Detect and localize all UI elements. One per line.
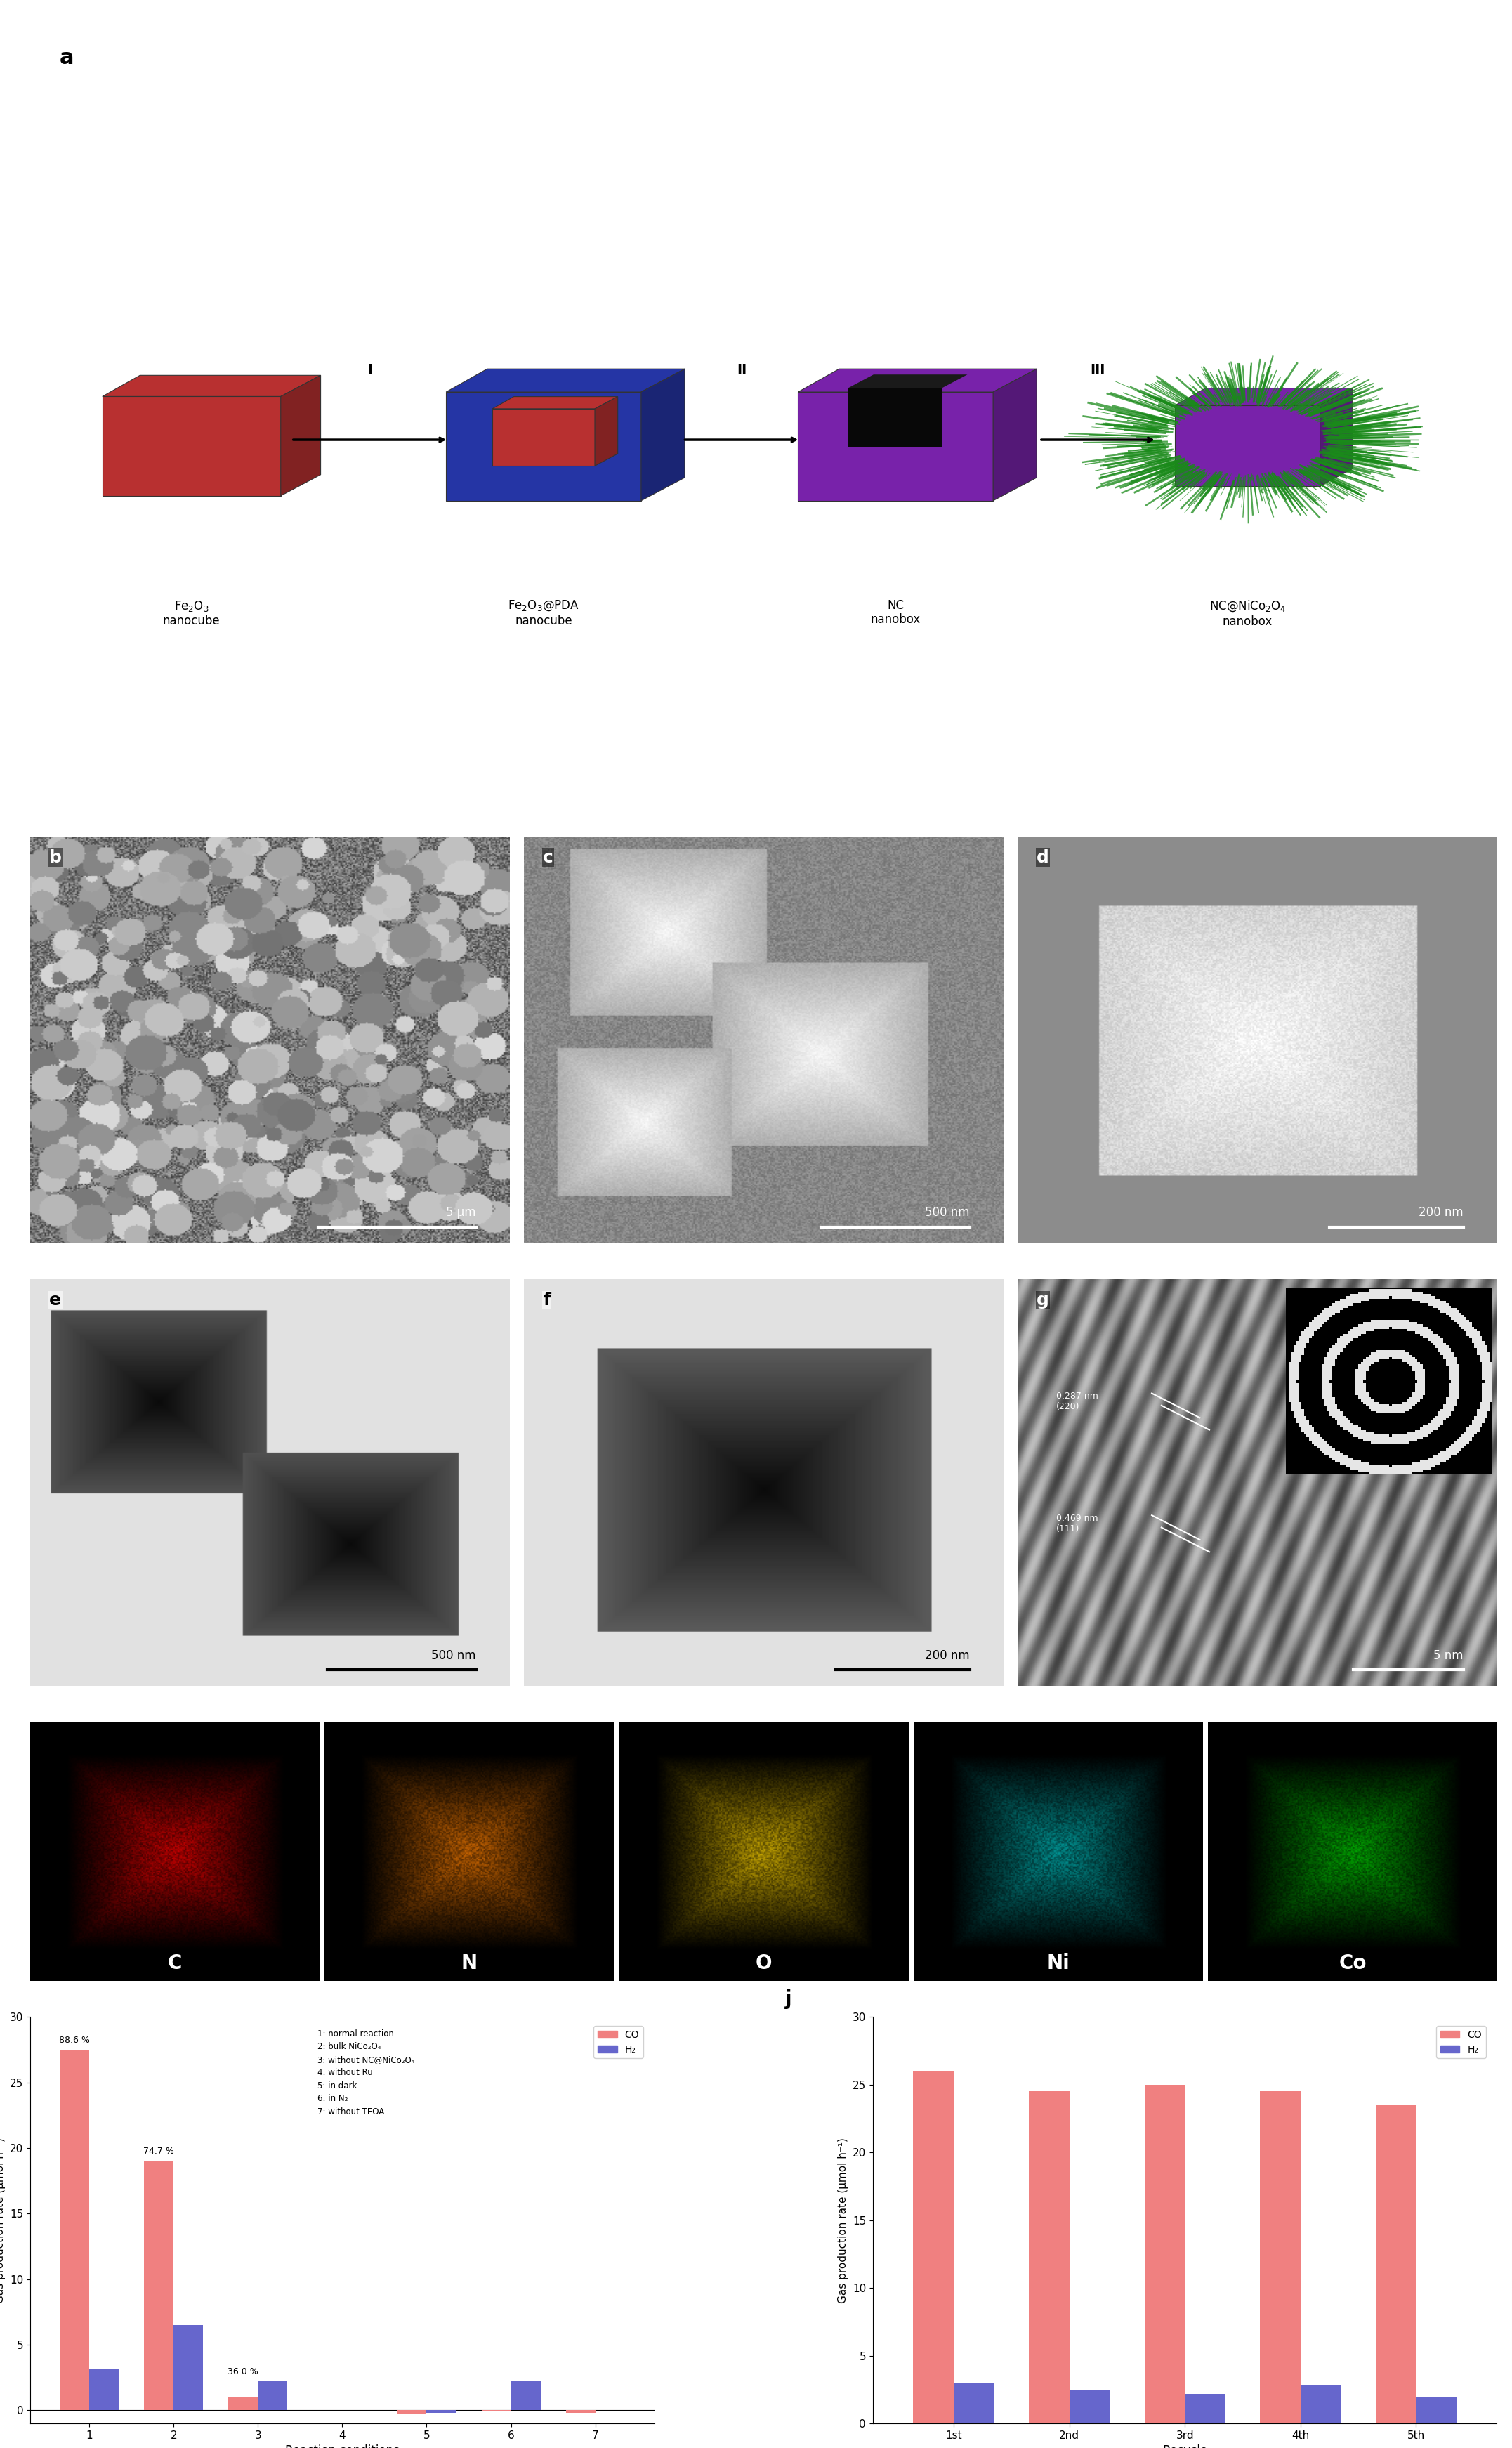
Text: 200 nm: 200 nm [925, 1650, 969, 1662]
Text: C: C [168, 1954, 181, 1973]
Text: j: j [785, 1990, 792, 2010]
X-axis label: Recycle: Recycle [1163, 2446, 1208, 2448]
Y-axis label: Gas production rate (μmol h⁻¹): Gas production rate (μmol h⁻¹) [838, 2137, 848, 2304]
Bar [954, 2382, 993, 2424]
Bar [89, 2367, 119, 2411]
Polygon shape [641, 370, 685, 502]
Text: I: I [367, 362, 372, 377]
Y-axis label: Gas production rate (μmol h⁻¹): Gas production rate (μmol h⁻¹) [0, 2137, 6, 2304]
Bar [511, 2382, 540, 2411]
Text: Ni: Ni [1046, 1954, 1069, 1973]
Bar [1145, 2086, 1185, 2424]
Text: b: b [50, 849, 62, 867]
Bar [259, 2382, 287, 2411]
Polygon shape [281, 375, 321, 497]
Polygon shape [103, 397, 281, 497]
Text: 500 nm: 500 nm [431, 1650, 476, 1662]
Polygon shape [848, 387, 942, 448]
Polygon shape [594, 397, 618, 465]
Text: 500 nm: 500 nm [925, 1207, 969, 1219]
Text: c: c [543, 849, 553, 867]
Text: Co: Co [1338, 1954, 1367, 1973]
Text: d: d [1037, 849, 1049, 867]
Text: 36.0 %: 36.0 % [228, 2367, 259, 2377]
Legend: CO, H₂: CO, H₂ [594, 2027, 643, 2059]
Bar [174, 2326, 203, 2411]
Bar [1028, 2091, 1069, 2424]
Polygon shape [1320, 389, 1352, 487]
Polygon shape [103, 375, 321, 397]
Polygon shape [493, 397, 618, 409]
Polygon shape [1175, 406, 1320, 487]
Polygon shape [798, 370, 1037, 392]
Bar [1415, 2397, 1456, 2424]
Text: 0.469 nm
(111): 0.469 nm (111) [1055, 1513, 1098, 1532]
Text: III: III [1090, 362, 1105, 377]
X-axis label: Reaction conditions: Reaction conditions [286, 2446, 399, 2448]
Legend: CO, H₂: CO, H₂ [1436, 2027, 1486, 2059]
Text: N: N [461, 1954, 478, 1973]
Text: e: e [50, 1293, 62, 1310]
Bar [1259, 2091, 1300, 2424]
Text: O: O [756, 1954, 771, 1973]
Text: $\mathregular{NC@NiCo_2O_4}$
nanobox: $\mathregular{NC@NiCo_2O_4}$ nanobox [1210, 600, 1287, 629]
Bar [565, 2411, 596, 2414]
Bar [228, 2397, 259, 2411]
Bar [1185, 2394, 1225, 2424]
Polygon shape [493, 409, 594, 465]
Text: f: f [543, 1293, 550, 1310]
Polygon shape [848, 375, 968, 387]
Polygon shape [446, 370, 685, 392]
Polygon shape [993, 370, 1037, 502]
Text: 200 nm: 200 nm [1418, 1207, 1464, 1219]
Text: II: II [736, 362, 747, 377]
Bar [60, 2049, 89, 2411]
Text: 74.7 %: 74.7 % [144, 2147, 174, 2157]
Text: NC
nanobox: NC nanobox [871, 600, 921, 627]
Polygon shape [1175, 389, 1352, 406]
Bar [913, 2071, 954, 2424]
Text: g: g [1037, 1293, 1049, 1310]
Polygon shape [446, 392, 641, 502]
Bar [1300, 2384, 1341, 2424]
Text: 0.287 nm
(220): 0.287 nm (220) [1055, 1390, 1098, 1410]
Text: 88.6 %: 88.6 % [59, 2034, 89, 2044]
Text: 5 μm: 5 μm [446, 1207, 476, 1219]
Bar [1069, 2389, 1110, 2424]
Text: $\mathregular{Fe_2O_3}$@PDA
nanocube: $\mathregular{Fe_2O_3}$@PDA nanocube [508, 600, 579, 627]
Text: 5 nm: 5 nm [1433, 1650, 1464, 1662]
Bar [398, 2411, 426, 2414]
Text: a: a [59, 49, 74, 69]
Text: $\mathregular{Fe_2O_3}$
nanocube: $\mathregular{Fe_2O_3}$ nanocube [163, 600, 221, 627]
Text: 1: normal reaction
2: bulk NiCo₂O₄
3: without NC@NiCo₂O₄
4: without Ru
5: in dar: 1: normal reaction 2: bulk NiCo₂O₄ 3: wi… [318, 2029, 414, 2115]
Bar [426, 2411, 457, 2414]
Bar [144, 2162, 174, 2411]
Bar [1376, 2105, 1415, 2424]
Polygon shape [798, 392, 993, 502]
